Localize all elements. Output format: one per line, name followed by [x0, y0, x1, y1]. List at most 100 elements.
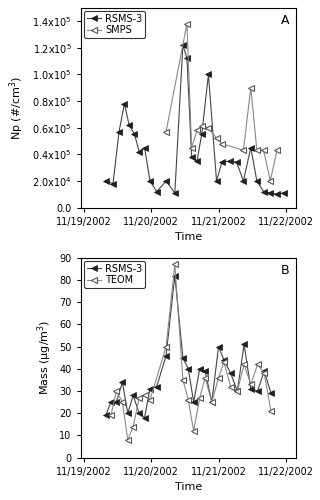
SMPS — [268, 178, 272, 184]
RSMS-3 — [173, 272, 177, 278]
SMPS — [190, 144, 194, 150]
SMPS — [262, 148, 266, 154]
RSMS-3 — [186, 366, 190, 372]
Line: TEOM: TEOM — [108, 262, 274, 442]
Line: RSMS-3: RSMS-3 — [103, 273, 274, 420]
RSMS-3 — [192, 399, 196, 405]
TEOM — [126, 437, 130, 443]
TEOM — [249, 382, 253, 388]
TEOM — [236, 388, 239, 394]
TEOM — [164, 344, 168, 349]
RSMS-3 — [155, 188, 159, 194]
TEOM — [148, 397, 152, 403]
RSMS-3 — [268, 190, 272, 196]
SMPS — [185, 21, 189, 27]
RSMS-3 — [164, 178, 168, 184]
RSMS-3 — [181, 42, 185, 48]
RSMS-3 — [282, 190, 286, 196]
Y-axis label: Mass (μg/m$^3$): Mass (μg/m$^3$) — [35, 320, 54, 396]
RSMS-3 — [131, 392, 135, 398]
Legend: RSMS-3, TEOM: RSMS-3, TEOM — [84, 261, 145, 288]
SMPS — [255, 148, 259, 154]
RSMS-3 — [255, 178, 259, 184]
TEOM — [203, 374, 207, 380]
X-axis label: Time: Time — [175, 482, 202, 492]
RSMS-3 — [123, 100, 126, 106]
TEOM — [269, 408, 273, 414]
SMPS — [242, 148, 245, 154]
RSMS-3 — [198, 366, 202, 372]
RSMS-3 — [143, 144, 147, 150]
RSMS-3 — [137, 148, 141, 154]
TEOM — [120, 399, 124, 405]
SMPS — [215, 136, 219, 141]
X-axis label: Time: Time — [175, 232, 202, 242]
RSMS-3 — [137, 410, 141, 416]
RSMS-3 — [185, 56, 189, 62]
SMPS — [195, 128, 199, 134]
RSMS-3 — [117, 128, 121, 134]
TEOM — [217, 374, 220, 380]
TEOM — [186, 397, 190, 403]
SMPS — [206, 124, 210, 130]
RSMS-3 — [109, 399, 113, 405]
RSMS-3 — [249, 386, 253, 392]
RSMS-3 — [173, 190, 177, 196]
RSMS-3 — [242, 342, 246, 347]
RSMS-3 — [190, 154, 194, 160]
RSMS-3 — [195, 158, 199, 164]
TEOM — [109, 412, 113, 418]
Line: SMPS: SMPS — [163, 21, 280, 184]
RSMS-3 — [210, 399, 214, 405]
RSMS-3 — [235, 160, 239, 166]
TEOM — [115, 388, 118, 394]
RSMS-3 — [217, 344, 220, 349]
RSMS-3 — [262, 188, 266, 194]
TEOM — [222, 359, 226, 365]
SMPS — [275, 148, 279, 154]
RSMS-3 — [275, 192, 279, 198]
TEOM — [192, 428, 196, 434]
RSMS-3 — [104, 412, 108, 418]
RSMS-3 — [181, 354, 185, 360]
RSMS-3 — [229, 370, 233, 376]
RSMS-3 — [249, 144, 253, 150]
Text: A: A — [281, 14, 289, 27]
RSMS-3 — [127, 122, 131, 128]
TEOM — [181, 377, 185, 383]
TEOM — [198, 394, 202, 400]
Line: RSMS-3: RSMS-3 — [103, 42, 286, 197]
RSMS-3 — [126, 410, 130, 416]
RSMS-3 — [148, 178, 152, 184]
TEOM — [131, 424, 135, 430]
SMPS — [200, 124, 204, 130]
RSMS-3 — [242, 178, 245, 184]
RSMS-3 — [215, 178, 219, 184]
RSMS-3 — [262, 368, 266, 374]
Text: B: B — [281, 264, 289, 277]
TEOM — [210, 399, 214, 405]
RSMS-3 — [206, 72, 210, 78]
TEOM — [262, 370, 266, 376]
TEOM — [229, 384, 233, 390]
RSMS-3 — [236, 388, 239, 394]
RSMS-3 — [132, 132, 136, 138]
TEOM — [137, 394, 141, 400]
SMPS — [249, 84, 253, 90]
RSMS-3 — [220, 160, 224, 166]
Legend: RSMS-3, SMPS: RSMS-3, SMPS — [84, 10, 145, 38]
RSMS-3 — [228, 158, 232, 164]
TEOM — [256, 362, 260, 368]
RSMS-3 — [164, 352, 168, 358]
RSMS-3 — [120, 379, 124, 385]
TEOM — [173, 262, 177, 268]
RSMS-3 — [222, 357, 226, 363]
RSMS-3 — [143, 414, 147, 420]
RSMS-3 — [200, 132, 204, 138]
RSMS-3 — [148, 386, 152, 392]
TEOM — [242, 362, 246, 368]
RSMS-3 — [115, 399, 118, 405]
RSMS-3 — [256, 388, 260, 394]
SMPS — [164, 128, 168, 134]
RSMS-3 — [104, 178, 108, 184]
